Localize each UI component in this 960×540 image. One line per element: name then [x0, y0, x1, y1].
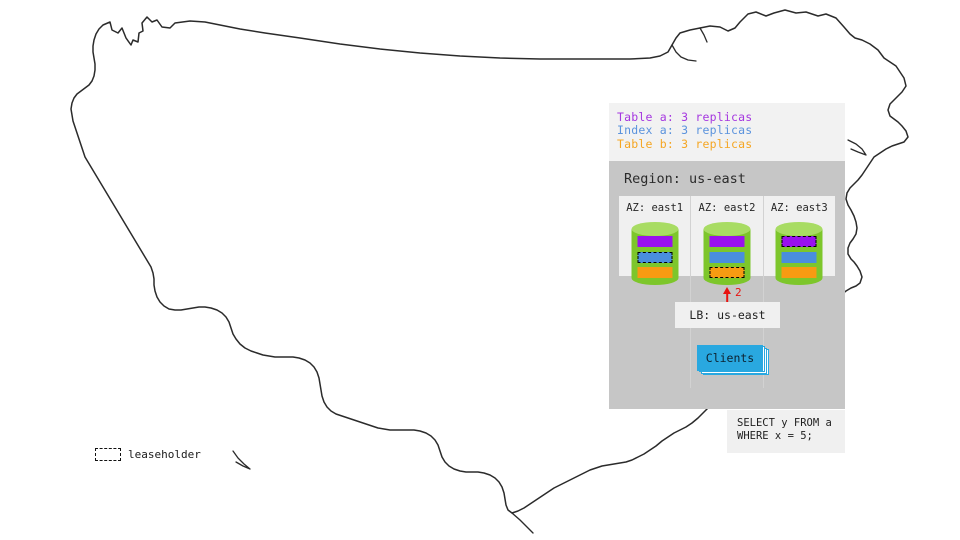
arrow-head-icon — [722, 287, 731, 294]
replica-band-table-a — [709, 236, 745, 247]
database-cylinder-east1 — [631, 222, 679, 285]
cylinder-top — [703, 222, 751, 236]
database-cylinder-east2 — [703, 222, 751, 285]
us-map-northeast-detail — [847, 139, 867, 156]
az-label-east1: AZ: east1 — [626, 202, 684, 214]
request-arrow-east2: 2 — [691, 286, 762, 312]
replica-legend-panel: Table a: 3 replicas Index a: 3 replicas … — [609, 103, 845, 161]
replica-legend-row-index-a: Index a: 3 replicas — [617, 123, 753, 138]
load-balancer-box[interactable]: LB: us-east — [675, 302, 780, 328]
replica-band-index-a — [781, 251, 817, 263]
az-label-east2: AZ: east2 — [698, 202, 756, 214]
az-cell-east1[interactable]: AZ: east1 — [619, 196, 690, 388]
dashed-rect-icon — [95, 448, 121, 461]
replica-bands-east3 — [781, 236, 817, 278]
replica-band-index-a — [709, 251, 745, 263]
az-container: AZ: east1 AZ: east2 — [619, 196, 835, 388]
clients-stack[interactable]: Clients — [697, 345, 769, 375]
replica-band-table-a — [637, 236, 673, 247]
replica-legend-row-table-b: Table b: 3 replicas — [617, 136, 753, 151]
replica-bands-east2 — [709, 236, 745, 278]
sql-query-box: SELECT y FROM a WHERE x = 5; — [727, 410, 845, 453]
us-map-florida-detail — [511, 512, 534, 534]
arrow-line — [726, 290, 728, 309]
load-balancer-label: LB: us-east — [689, 308, 766, 322]
us-map-great-lakes-detail — [671, 27, 708, 62]
replica-band-table-b-leaseholder — [709, 267, 745, 278]
sql-query-line-2: WHERE x = 5; — [737, 430, 813, 442]
replica-band-table-b — [781, 267, 817, 278]
replica-bands-east1 — [637, 236, 673, 278]
cylinder-top — [775, 222, 823, 236]
clients-front-card[interactable]: Clients — [697, 345, 763, 371]
az-cell-east2[interactable]: AZ: east2 2 — [690, 196, 762, 388]
clients-label: Clients — [705, 351, 755, 365]
leaseholder-legend: leaseholder — [95, 448, 201, 461]
replica-band-index-a-leaseholder — [637, 251, 673, 263]
cylinder-top — [631, 222, 679, 236]
az-cell-east3[interactable]: AZ: east3 — [762, 196, 835, 388]
replica-legend-row-table-a: Table a: 3 replicas — [617, 110, 753, 124]
leaseholder-legend-label: leaseholder — [128, 448, 201, 461]
database-cylinder-east3 — [775, 222, 823, 285]
replica-band-table-b — [637, 267, 673, 278]
arrow-step-label: 2 — [734, 286, 742, 299]
az-label-east3: AZ: east3 — [770, 202, 828, 214]
us-map-southwest-detail — [232, 450, 251, 470]
replica-band-table-a-leaseholder — [781, 236, 817, 247]
region-title: Region: us-east — [624, 171, 746, 187]
sql-query-line-1: SELECT y FROM a — [737, 417, 832, 429]
